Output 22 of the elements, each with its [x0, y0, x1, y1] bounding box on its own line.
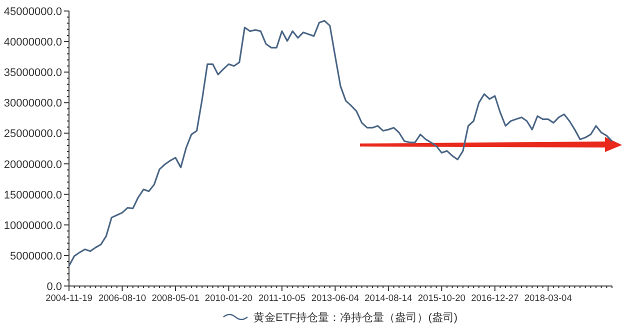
y-tick-label: 5000000.0	[10, 250, 62, 262]
y-tick-label: 20000000.0	[4, 158, 62, 171]
legend-label: 黄金ETF持仓量：净持仓量（盎司）(盎司)	[253, 311, 458, 324]
y-tick-label: 35000000.0	[4, 67, 62, 80]
x-tick-label: 2008-05-01	[152, 293, 200, 303]
x-tick-label: 2004-11-19	[46, 293, 92, 303]
y-tick-label: 40000000.0	[4, 36, 62, 49]
x-tick-label: 2011-10-05	[258, 293, 306, 303]
x-tick-label: 2013-06-04	[311, 293, 359, 303]
y-tick-label: 45000000.0	[4, 6, 62, 18]
y-tick-label: 0.0	[46, 281, 62, 293]
x-tick-label: 2014-08-14	[364, 293, 412, 303]
y-tick-label: 25000000.0	[4, 128, 62, 140]
y-tick-label: 10000000.0	[4, 220, 62, 232]
legend: 黄金ETF持仓量：净持仓量（盎司）(盎司)	[223, 312, 458, 324]
y-tick-label: 15000000.0	[4, 189, 62, 202]
x-tick-label: 2018-03-04	[524, 293, 572, 303]
x-tick-label: 2010-01-20	[204, 293, 252, 303]
x-tick-label: 2006-08-10	[98, 293, 146, 303]
y-tick-label: 30000000.0	[4, 98, 62, 110]
x-tick-label: 2016-12-27	[471, 293, 519, 303]
x-tick-label: 2015-10-20	[418, 293, 466, 303]
